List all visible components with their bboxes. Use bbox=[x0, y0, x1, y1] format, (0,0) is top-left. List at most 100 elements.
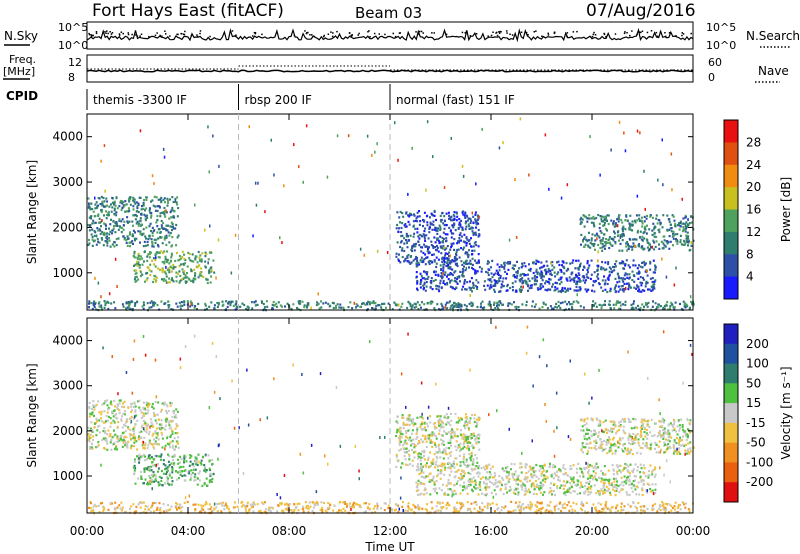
colorbar-cell bbox=[724, 276, 738, 300]
noise-search-dot bbox=[506, 30, 508, 32]
scatter-cell bbox=[419, 459, 422, 462]
scatter-cell bbox=[102, 244, 105, 247]
scatter-cell bbox=[653, 232, 656, 235]
scatter-cell bbox=[624, 263, 627, 266]
scatter-cell bbox=[151, 464, 154, 467]
scatter-cell bbox=[455, 449, 458, 452]
noise-search-dot bbox=[690, 32, 692, 35]
scatter-cell bbox=[456, 264, 459, 268]
scatter-cell bbox=[176, 432, 179, 435]
scatter-cell bbox=[595, 232, 598, 235]
scatter-cell bbox=[662, 306, 665, 309]
noise-search-dot bbox=[525, 31, 528, 34]
scatter-cell bbox=[506, 272, 508, 275]
scatter-cell bbox=[158, 455, 161, 458]
scatter-cell bbox=[439, 219, 442, 222]
scatter-cell bbox=[431, 431, 434, 434]
scatter-cell bbox=[92, 405, 95, 408]
scatter-cell bbox=[685, 237, 688, 240]
scatter-cell bbox=[446, 501, 449, 505]
scatter-cell bbox=[147, 432, 150, 436]
scatter-cell bbox=[124, 421, 127, 424]
scatter-cell bbox=[362, 302, 365, 305]
scatter-cell bbox=[446, 259, 449, 262]
scatter-cell bbox=[150, 270, 153, 273]
scatter-cell bbox=[146, 412, 149, 415]
scatter-cell bbox=[540, 511, 543, 514]
scatter-cell bbox=[144, 408, 147, 412]
scatter-cell bbox=[608, 270, 611, 273]
noise-search-dot bbox=[682, 33, 685, 35]
scatter-cell bbox=[391, 509, 394, 512]
scatter-cell bbox=[126, 237, 129, 240]
scatter-cell bbox=[449, 266, 452, 269]
scatter-cell bbox=[459, 507, 462, 510]
scatter-cell bbox=[687, 244, 689, 247]
scatter-cell bbox=[540, 261, 543, 264]
scatter-cell bbox=[179, 257, 182, 260]
scatter-cell bbox=[466, 262, 469, 265]
scatter-cell bbox=[628, 283, 631, 286]
scatter-cell bbox=[411, 448, 413, 452]
noise-search-dot bbox=[576, 30, 578, 33]
scatter-cell bbox=[419, 283, 422, 286]
noise-search-dot bbox=[603, 32, 605, 35]
scatter-cell bbox=[196, 463, 199, 467]
scatter-cell bbox=[139, 196, 142, 199]
scatter-cell bbox=[404, 423, 407, 426]
scatter-cell bbox=[539, 267, 541, 270]
scatter-cell bbox=[171, 222, 174, 226]
noise-search-dot bbox=[533, 31, 535, 33]
scatter-cell bbox=[212, 134, 214, 138]
scatter-cell bbox=[439, 426, 442, 429]
scatter-cell bbox=[651, 504, 654, 507]
scatter-cell bbox=[204, 503, 207, 506]
scatter-cell bbox=[597, 213, 600, 217]
scatter-cell bbox=[662, 502, 665, 505]
scatter-cell bbox=[442, 426, 445, 429]
scatter-cell bbox=[529, 284, 532, 287]
scatter-cell bbox=[149, 482, 152, 486]
scatter-cell bbox=[438, 501, 441, 504]
scatter-cell bbox=[401, 302, 404, 305]
scatter-cell bbox=[533, 283, 536, 286]
scatter-cell bbox=[427, 252, 430, 255]
scatter-cell bbox=[436, 232, 439, 235]
scatter-cell bbox=[145, 428, 148, 431]
scatter-cell bbox=[132, 224, 134, 227]
scatter-cell bbox=[146, 271, 149, 275]
scatter-cell bbox=[684, 225, 687, 228]
scatter-cell bbox=[449, 424, 452, 427]
scatter-cell bbox=[100, 306, 103, 309]
scatter-cell bbox=[683, 239, 686, 242]
scatter-cell bbox=[464, 269, 467, 272]
scatter-cell bbox=[644, 285, 647, 288]
scatter-cell bbox=[349, 505, 352, 508]
scatter-cell bbox=[408, 214, 411, 217]
noise-search-dot bbox=[91, 34, 93, 37]
scatter-cell bbox=[168, 472, 171, 475]
scatter-cell bbox=[184, 281, 187, 284]
scatter-cell bbox=[441, 501, 444, 504]
scatter-cell bbox=[654, 302, 657, 305]
scatter-cell bbox=[139, 258, 141, 261]
scatter-cell bbox=[115, 196, 118, 199]
scatter-cell bbox=[439, 226, 442, 229]
scatter-cell bbox=[171, 225, 174, 229]
date-title: 07/Aug/2016 bbox=[586, 1, 696, 21]
scatter-cell bbox=[177, 259, 180, 262]
scatter-cell bbox=[633, 219, 636, 222]
scatter-cell bbox=[139, 217, 142, 220]
scatter-cell bbox=[123, 204, 126, 207]
scatter-cell bbox=[422, 422, 425, 425]
scatter-cell bbox=[507, 302, 510, 305]
scatter-cell bbox=[424, 253, 427, 256]
scatter-cell bbox=[302, 505, 305, 508]
scatter-cell bbox=[165, 209, 167, 213]
scatter-cell bbox=[175, 501, 177, 505]
scatter-cell bbox=[442, 272, 445, 276]
scatter-cell bbox=[114, 508, 117, 511]
scatter-cell bbox=[188, 252, 191, 256]
scatter-cell bbox=[160, 453, 163, 456]
scatter-cell bbox=[459, 280, 461, 283]
